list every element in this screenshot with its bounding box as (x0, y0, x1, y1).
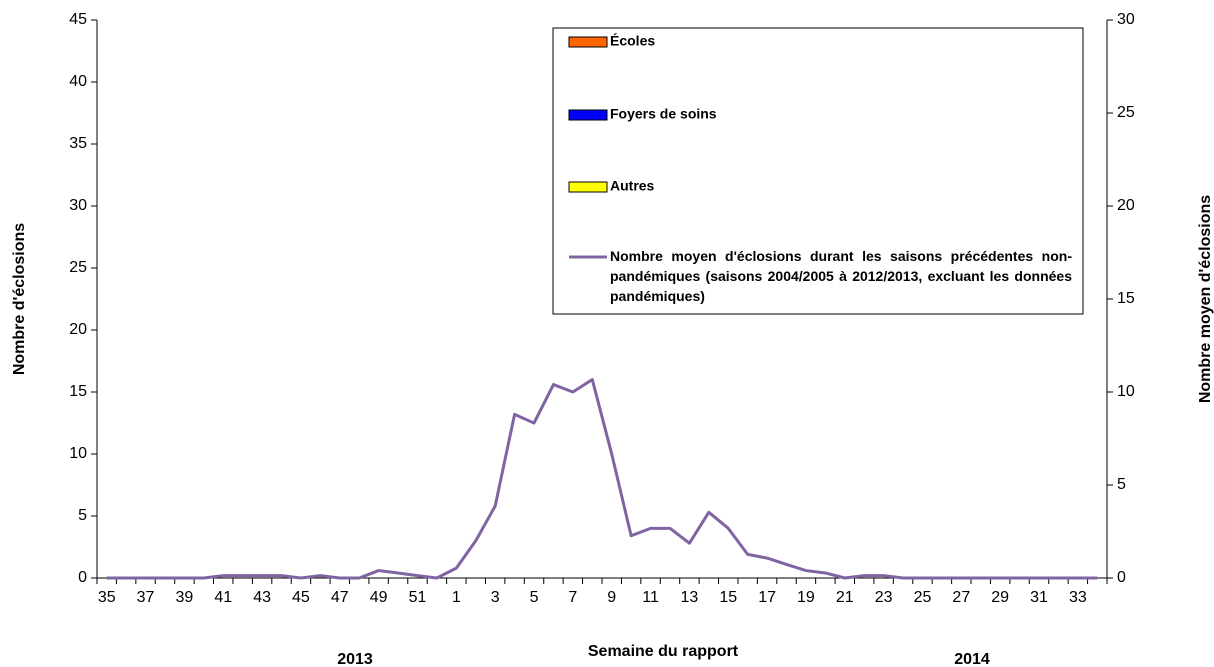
y2-axis-title: Nombre moyen d'éclosions (1197, 195, 1214, 403)
x-axis-title: Semaine du rapport (588, 643, 739, 660)
legend-box (552, 27, 1084, 315)
x-tick-label: 21 (836, 589, 854, 606)
legend-label: Foyers de soins (610, 106, 717, 122)
x-tick-label: 51 (409, 589, 427, 606)
y-tick-label: 0 (78, 569, 87, 586)
x-tick-label: 25 (914, 589, 932, 606)
y2-tick-label: 20 (1117, 197, 1135, 214)
y2-tick-label: 25 (1117, 104, 1135, 121)
x-tick-label: 7 (568, 589, 577, 606)
y-tick-label: 35 (69, 135, 87, 152)
x-tick-label: 31 (1030, 589, 1048, 606)
year-label: 2013 (337, 651, 373, 667)
y2-tick-label: 10 (1117, 383, 1135, 400)
legend-label: Nombre moyen d'éclosions durant les sais… (610, 248, 1072, 304)
legend-swatch (568, 36, 608, 48)
x-tick-label: 15 (719, 589, 737, 606)
x-tick-label: 29 (991, 589, 1009, 606)
y-tick-label: 25 (69, 259, 87, 276)
legend-label: Autres (610, 178, 655, 194)
y2-tick-label: 0 (1117, 569, 1126, 586)
x-tick-label: 47 (331, 589, 349, 606)
x-tick-label: 41 (214, 589, 232, 606)
x-tick-label: 23 (875, 589, 893, 606)
x-tick-label: 17 (758, 589, 776, 606)
y-tick-label: 20 (69, 321, 87, 338)
x-tick-label: 27 (952, 589, 970, 606)
legend-label-box: Nombre moyen d'éclosions durant les sais… (610, 248, 1072, 304)
year-label: 2014 (954, 651, 990, 667)
legend-label: Écoles (610, 33, 655, 49)
x-tick-label: 19 (797, 589, 815, 606)
y-tick-label: 45 (69, 11, 87, 28)
y-tick-label: 10 (69, 445, 87, 462)
y-axis-title: Nombre d'éclosions (11, 223, 28, 375)
legend-swatch (568, 181, 608, 193)
x-tick-label: 11 (642, 589, 659, 606)
x-tick-label: 5 (530, 589, 539, 606)
y2-tick-label: 15 (1117, 290, 1135, 307)
x-tick-label: 37 (137, 589, 155, 606)
x-tick-label: 35 (98, 589, 116, 606)
x-tick-label: 43 (253, 589, 271, 606)
y2-tick-label: 5 (1117, 476, 1126, 493)
x-tick-label: 3 (491, 589, 500, 606)
y-tick-label: 15 (69, 383, 87, 400)
x-tick-label: 49 (370, 589, 388, 606)
y-tick-label: 30 (69, 197, 87, 214)
x-tick-label: 9 (607, 589, 616, 606)
line-series (106, 378, 1098, 580)
y-tick-label: 5 (78, 507, 87, 524)
x-tick-label: 1 (452, 589, 461, 606)
x-tick-label: 39 (176, 589, 194, 606)
legend-swatch (568, 109, 608, 121)
y-tick-label: 40 (69, 73, 87, 90)
x-tick-label: 45 (292, 589, 310, 606)
x-tick-label: 33 (1069, 589, 1087, 606)
y2-tick-label: 30 (1117, 11, 1135, 28)
x-tick-label: 13 (681, 589, 699, 606)
